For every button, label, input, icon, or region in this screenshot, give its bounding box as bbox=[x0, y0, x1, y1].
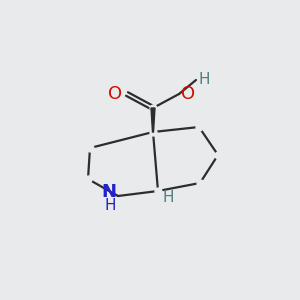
Text: N: N bbox=[101, 183, 116, 201]
Text: O: O bbox=[108, 85, 122, 103]
Text: O: O bbox=[181, 85, 195, 103]
Polygon shape bbox=[151, 108, 155, 132]
Text: H: H bbox=[198, 71, 209, 86]
Text: H: H bbox=[104, 199, 116, 214]
Text: H: H bbox=[163, 190, 175, 205]
